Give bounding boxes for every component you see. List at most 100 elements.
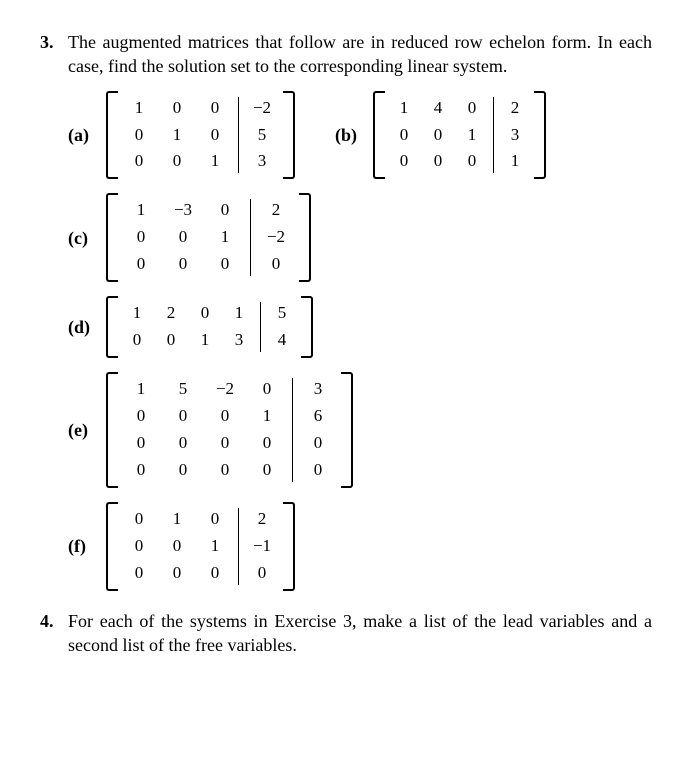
bracket-left	[106, 193, 118, 282]
matrix-cell: 0	[120, 560, 158, 587]
matrix-cell: 0	[120, 148, 158, 175]
matrix-cell: 1	[120, 95, 158, 122]
matrix-a: 100010001−253	[106, 91, 295, 180]
matrix-cell: 0	[162, 251, 204, 278]
matrix-cell: 0	[120, 403, 162, 430]
matrix-row: 000	[387, 148, 489, 175]
matrix-content: 0100010002−10	[118, 502, 283, 591]
matrix-cell: 0	[120, 506, 158, 533]
matrix-aug-block: 2−20	[255, 197, 297, 278]
matrix-row: 3	[498, 122, 532, 149]
matrix-cell: 5	[265, 300, 299, 327]
matrix-cell: 0	[120, 122, 158, 149]
problem-3: 3. The augmented matrices that follow ar…	[40, 30, 652, 79]
matrix-cell: 4	[421, 95, 455, 122]
matrix-row: 1−30	[120, 197, 246, 224]
matrix-cell: 0	[162, 457, 204, 484]
matrix-aug-block: 54	[265, 300, 299, 354]
matrix-cell: 0	[421, 148, 455, 175]
bracket-right	[283, 91, 295, 180]
matrix-cell: 1	[498, 148, 532, 175]
matrix-cell: 0	[120, 457, 162, 484]
part-b: (b) 140001000231	[335, 91, 546, 180]
matrix-cell: 1	[120, 197, 162, 224]
bracket-right	[534, 91, 546, 180]
part-e: (e) 15−200001000000003600	[68, 372, 353, 488]
matrix-cell: 0	[387, 122, 421, 149]
matrix-row: 000	[120, 251, 246, 278]
matrix-row: −2	[243, 95, 281, 122]
matrix-content: 15−200001000000003600	[118, 372, 341, 488]
matrix-coeff-block: 1−30001000	[120, 197, 246, 278]
matrix-cell: 0	[120, 251, 162, 278]
matrix-d: 1201001354	[106, 296, 313, 358]
bracket-left	[106, 372, 118, 488]
matrix-coeff-block: 100010001	[120, 95, 234, 176]
problem-3-number: 3.	[40, 30, 68, 79]
matrix-cell: 0	[455, 148, 489, 175]
augment-bar	[238, 508, 239, 585]
matrix-row: 0000	[120, 457, 288, 484]
matrix-cell: 0	[196, 560, 234, 587]
matrix-cell: −3	[162, 197, 204, 224]
matrix-cell: 0	[162, 430, 204, 457]
matrix-row: 2	[498, 95, 532, 122]
matrix-c: 1−300010002−20	[106, 193, 311, 282]
matrix-row: 001	[120, 224, 246, 251]
matrix-cell: 4	[265, 327, 299, 354]
matrix-cell: 0	[188, 300, 222, 327]
matrix-cell: 1	[455, 122, 489, 149]
matrix-cell: 0	[243, 560, 281, 587]
problem-3-parts: (a) 100010001−253 (b) 140001000231 (c) 1…	[68, 91, 652, 591]
matrix-coeff-block: 12010013	[120, 300, 256, 354]
problem-4-number: 4.	[40, 609, 68, 658]
matrix-cell: 0	[120, 430, 162, 457]
matrix-e: 15−200001000000003600	[106, 372, 353, 488]
matrix-coeff-block: 010001000	[120, 506, 234, 587]
augment-bar	[493, 97, 494, 174]
matrix-row: 010	[120, 506, 234, 533]
matrix-cell: 0	[120, 327, 154, 354]
matrix-row: 2	[243, 506, 281, 533]
part-c-label: (c)	[68, 226, 96, 250]
part-f: (f) 0100010002−10	[68, 502, 295, 591]
matrix-cell: 0	[162, 403, 204, 430]
matrix-cell: 1	[204, 224, 246, 251]
matrix-row: 6	[297, 403, 339, 430]
part-row-d: (d) 1201001354	[68, 296, 652, 358]
matrix-cell: 0	[162, 224, 204, 251]
matrix-row: 5	[265, 300, 299, 327]
bracket-right	[341, 372, 353, 488]
matrix-cell: 1	[196, 148, 234, 175]
matrix-cell: 1	[246, 403, 288, 430]
matrix-cell: 0	[120, 224, 162, 251]
matrix-cell: 0	[421, 122, 455, 149]
matrix-cell: 0	[158, 148, 196, 175]
matrix-row: 3	[297, 376, 339, 403]
matrix-row: 001	[387, 122, 489, 149]
matrix-row: 1	[498, 148, 532, 175]
matrix-cell: 0	[204, 457, 246, 484]
matrix-row: −2	[255, 224, 297, 251]
part-row-f: (f) 0100010002−10	[68, 502, 652, 591]
augment-bar	[238, 97, 239, 174]
matrix-cell: 3	[498, 122, 532, 149]
part-row-c: (c) 1−300010002−20	[68, 193, 652, 282]
matrix-coeff-block: 15−20000100000000	[120, 376, 288, 484]
matrix-row: 0001	[120, 403, 288, 430]
bracket-left	[373, 91, 385, 180]
matrix-cell: 1	[196, 533, 234, 560]
matrix-f: 0100010002−10	[106, 502, 295, 591]
matrix-row: 0	[297, 430, 339, 457]
matrix-aug-block: 231	[498, 95, 532, 176]
matrix-b: 140001000231	[373, 91, 546, 180]
bracket-left	[106, 91, 118, 180]
matrix-cell: 1	[222, 300, 256, 327]
matrix-row: 001	[120, 148, 234, 175]
matrix-row: 5	[243, 122, 281, 149]
matrix-cell: 0	[204, 251, 246, 278]
matrix-cell: 3	[222, 327, 256, 354]
matrix-row: 4	[265, 327, 299, 354]
matrix-aug-block: −253	[243, 95, 281, 176]
matrix-cell: −1	[243, 533, 281, 560]
